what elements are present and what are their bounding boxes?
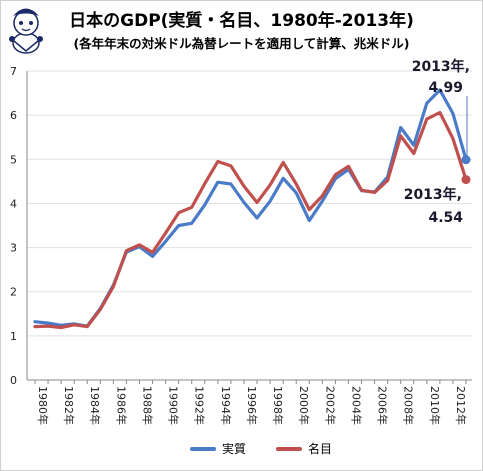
x-tick-label: 1998年 xyxy=(271,386,285,425)
legend-nominal-swatch xyxy=(276,446,303,451)
x-tick-label: 2012年 xyxy=(454,386,468,425)
y-tick-label: 2 xyxy=(10,286,17,299)
x-tick-label: 2010年 xyxy=(428,386,442,425)
x-tick-label: 1982年 xyxy=(62,386,76,425)
legend-nominal-label: 名目 xyxy=(308,442,333,456)
mascot-illustration xyxy=(9,8,43,54)
series-end-point-nominal xyxy=(461,175,471,185)
chart-subtitle: (各年年末の対米ドル為替レートを適用して計算、兆米ドル) xyxy=(73,36,410,51)
x-tick-label: 2006年 xyxy=(376,386,390,425)
y-tick-label: 5 xyxy=(10,153,17,166)
y-tick-label: 1 xyxy=(10,330,17,343)
x-tick-label: 1988年 xyxy=(140,386,154,425)
x-tick-label: 1980年 xyxy=(36,386,50,425)
x-tick-label: 1990年 xyxy=(167,386,181,425)
y-tick-label: 3 xyxy=(10,242,17,255)
x-tick-label: 2004年 xyxy=(349,386,363,425)
legend-real-label: 実質 xyxy=(222,442,247,456)
y-tick-label: 0 xyxy=(10,374,17,387)
chart-legend: 実質 名目 xyxy=(190,440,332,457)
series-line-nominal xyxy=(33,110,468,330)
x-tick-label: 1992年 xyxy=(193,386,207,425)
x-tick-label: 1984年 xyxy=(88,386,102,425)
annotation-real-value: 4.99 xyxy=(428,80,463,96)
x-tick-label: 2000年 xyxy=(297,386,311,425)
y-tick-label: 7 xyxy=(10,65,17,78)
series-line-real xyxy=(33,88,468,328)
y-tick-label: 6 xyxy=(10,109,17,122)
x-tick-label: 1994年 xyxy=(219,386,233,425)
x-tick-label: 1986年 xyxy=(114,386,128,425)
x-tick-label: 2008年 xyxy=(402,386,416,425)
series-end-point-real xyxy=(461,155,471,165)
y-tick-label: 4 xyxy=(10,197,17,210)
x-tick-label: 2002年 xyxy=(323,386,337,425)
annotation-nominal-value: 4.54 xyxy=(428,210,463,226)
legend-real-swatch xyxy=(190,446,216,451)
chart-title: 日本のGDP(実質・名目、1980年-2013年) xyxy=(69,11,414,31)
annotation-nominal-year: 2013年, xyxy=(404,186,462,203)
x-tick-label: 1996年 xyxy=(245,386,259,425)
annotation-real-year: 2013年, xyxy=(412,58,470,75)
